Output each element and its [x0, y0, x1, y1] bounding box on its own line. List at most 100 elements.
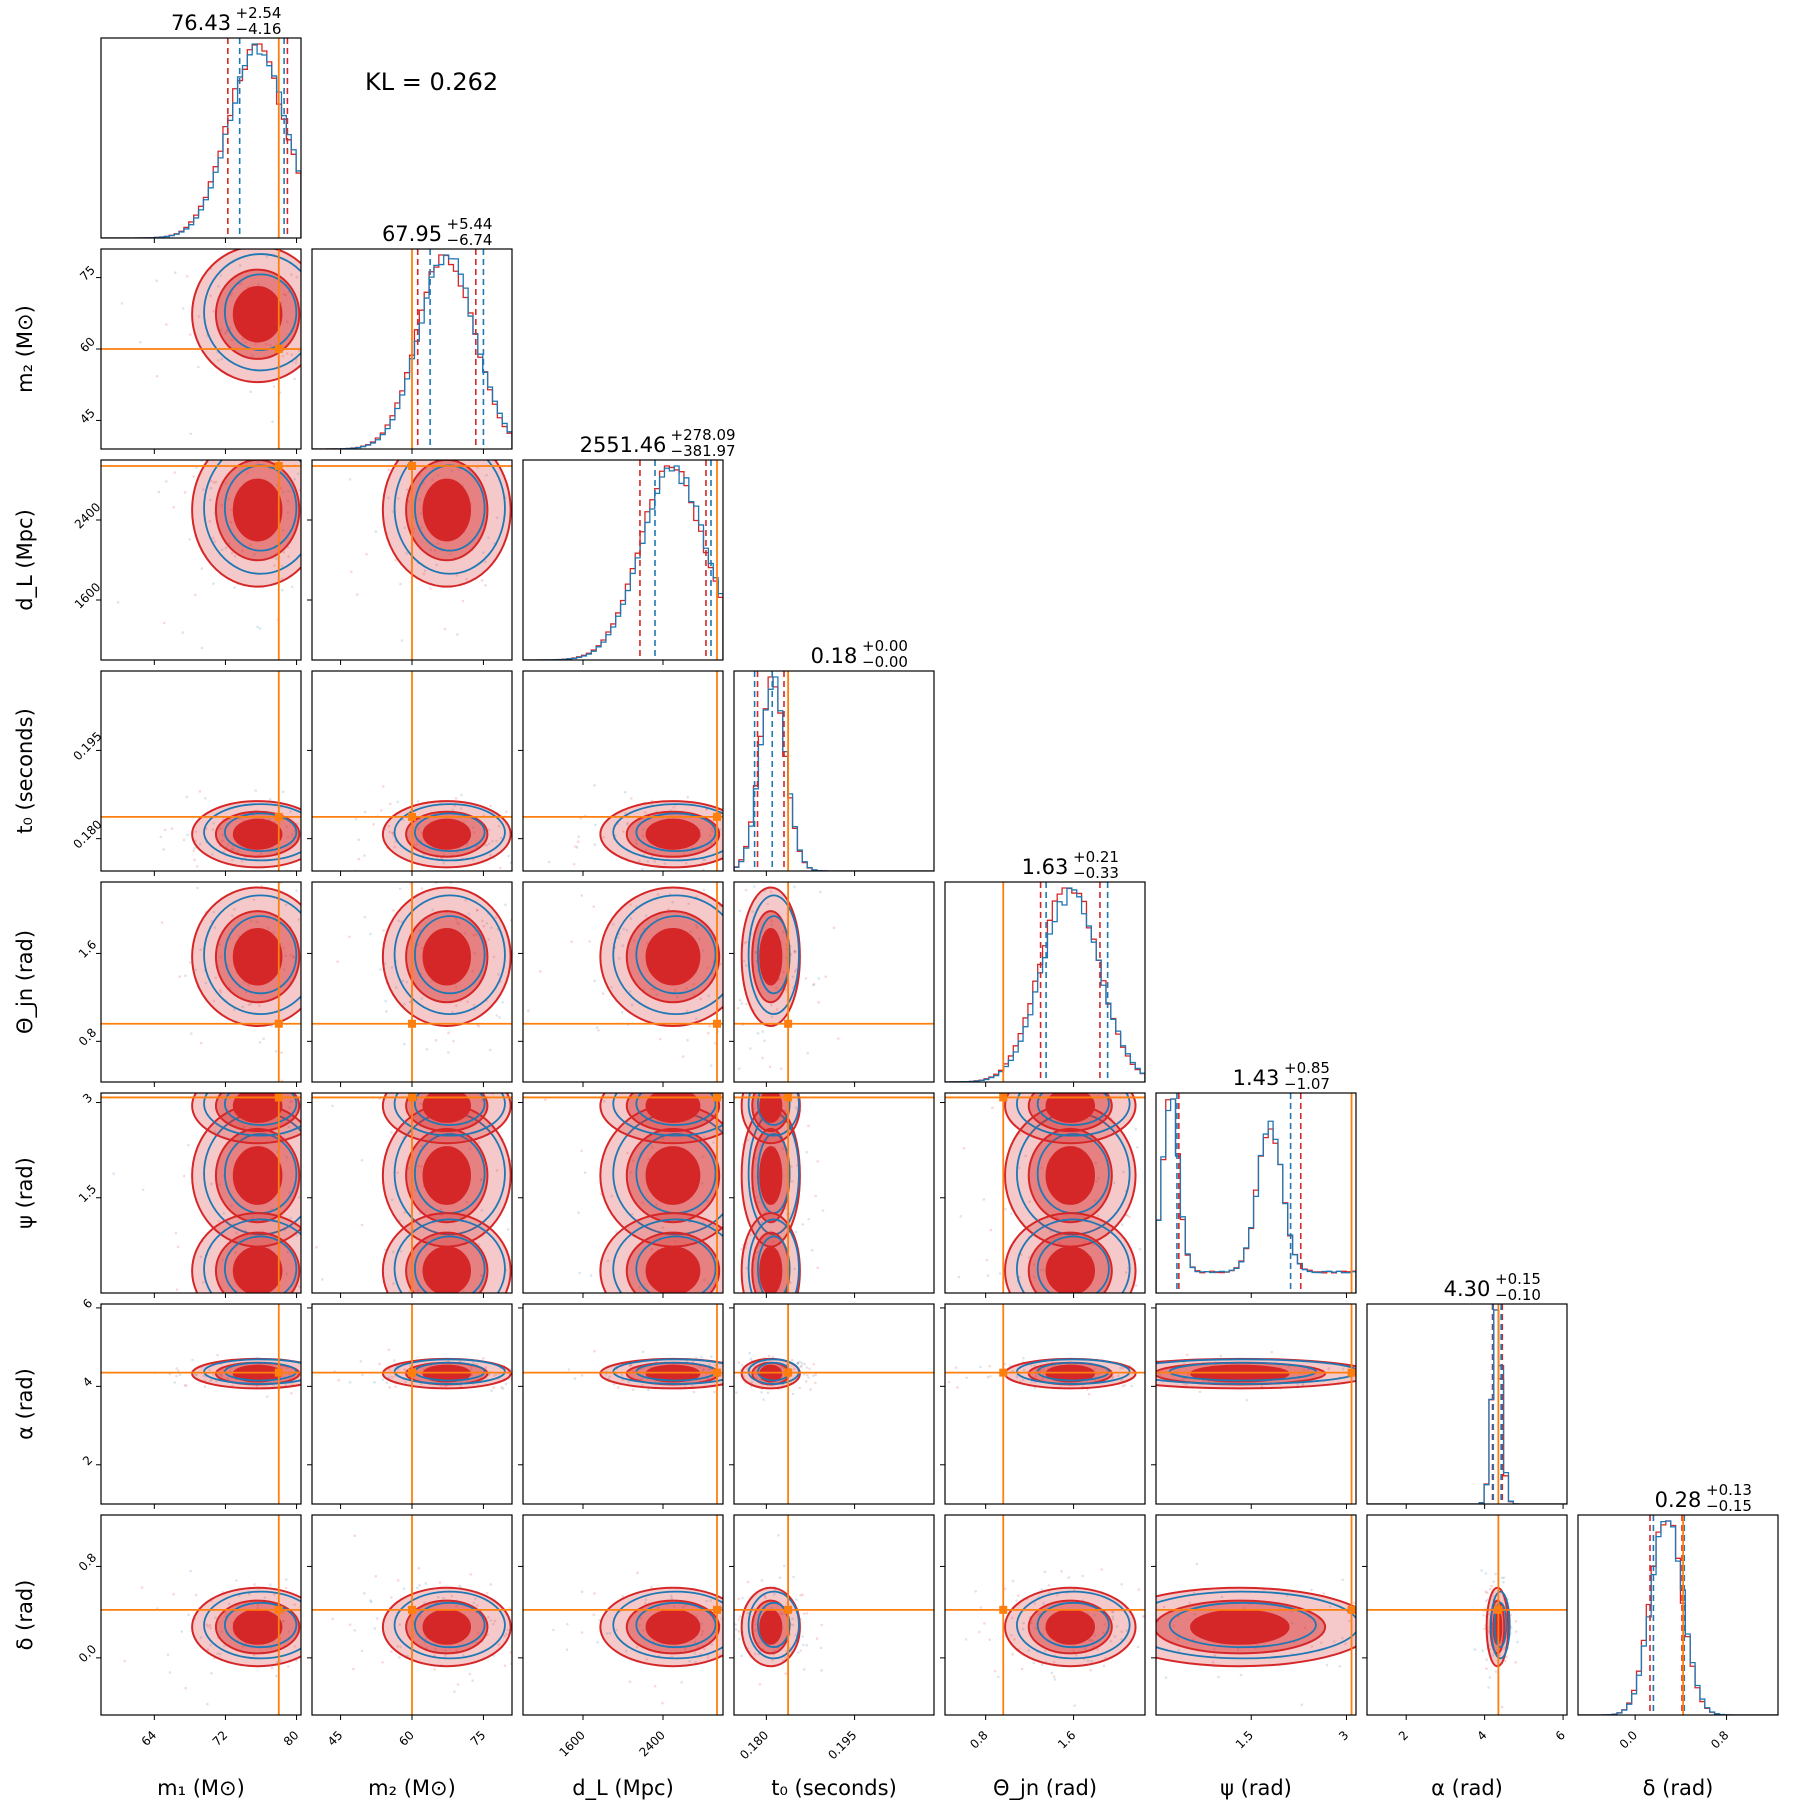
- scatter-point: [422, 572, 426, 576]
- scatter-point: [240, 860, 244, 863]
- scatter-point: [650, 1145, 654, 1149]
- scatter-point: [408, 887, 411, 890]
- scatter-point: [1027, 1457, 1030, 1460]
- scatter-point: [1103, 1623, 1107, 1626]
- scatter-point: [1148, 1640, 1151, 1643]
- scatter-point: [280, 1051, 283, 1054]
- scatter-point: [227, 1602, 231, 1606]
- scatter-point: [474, 1597, 477, 1601]
- scatter-point: [670, 1655, 674, 1659]
- scatter-point: [268, 1583, 272, 1586]
- scatter-point: [442, 1596, 445, 1600]
- y-tick-label: 2400: [72, 500, 103, 531]
- scatter-point: [282, 968, 286, 971]
- scatter-point: [626, 1151, 629, 1155]
- scatter-point: [692, 1390, 696, 1394]
- scatter-point: [272, 385, 276, 388]
- scatter-point: [687, 902, 690, 906]
- scatter-point: [477, 1243, 481, 1246]
- scatter-point: [267, 926, 270, 930]
- scatter-point: [642, 828, 645, 831]
- scatter-point: [1405, 1381, 1408, 1384]
- scatter-point: [254, 343, 257, 346]
- scatter-point: [417, 1164, 420, 1168]
- scatter-point: [387, 496, 390, 500]
- scatter-point: [529, 843, 532, 846]
- contour-filled: [759, 1246, 783, 1293]
- scatter-point: [217, 285, 220, 288]
- scatter-point: [440, 1385, 443, 1388]
- scatter-point: [450, 455, 453, 458]
- scatter-point: [707, 1368, 710, 1371]
- contour-filled: [1045, 1093, 1096, 1123]
- scatter-point: [540, 1642, 543, 1645]
- scatter-point: [403, 1368, 406, 1371]
- scatter-point: [1106, 1680, 1109, 1683]
- scatter-point: [1104, 1656, 1107, 1660]
- scatter-point: [979, 1606, 983, 1609]
- scatter-point: [372, 822, 375, 826]
- scatter-point: [306, 289, 309, 292]
- x-tick-label: 80: [281, 1728, 302, 1749]
- scatter-point: [229, 293, 233, 297]
- title-upper: +278.09: [671, 426, 736, 444]
- scatter-point: [433, 549, 437, 552]
- scatter-point: [504, 903, 507, 907]
- scatter-point: [763, 1306, 766, 1309]
- scatter-point: [390, 1131, 393, 1134]
- scatter-point: [285, 825, 289, 828]
- scatter-point: [314, 1008, 317, 1011]
- scatter-point: [187, 1143, 190, 1147]
- scatter-point: [270, 1666, 274, 1670]
- scatter-point: [1043, 1570, 1047, 1574]
- scatter-point: [423, 1601, 426, 1605]
- scatter-point: [232, 907, 236, 911]
- scatter-point: [807, 1376, 810, 1380]
- scatter-point: [481, 551, 485, 554]
- scatter-point: [357, 1625, 360, 1628]
- scatter-point: [461, 599, 465, 603]
- scatter-point: [790, 1416, 793, 1419]
- scatter-point: [390, 1375, 394, 1379]
- scatter-point: [408, 1364, 412, 1368]
- scatter-point: [567, 1368, 571, 1371]
- scatter-point: [1032, 1035, 1035, 1038]
- scatter-point: [402, 400, 405, 403]
- scatter-point: [1052, 1675, 1056, 1678]
- scatter-point: [484, 1366, 488, 1369]
- scatter-point: [374, 1574, 378, 1578]
- scatter-point: [1120, 1638, 1123, 1641]
- scatter-point: [382, 929, 385, 932]
- scatter-point: [475, 909, 479, 912]
- scatter-point: [802, 1373, 806, 1376]
- scatter-point: [1270, 1350, 1274, 1354]
- scatter-point: [763, 1594, 767, 1598]
- scatter-point: [641, 868, 644, 871]
- scatter-point: [316, 1586, 319, 1589]
- scatter-point: [287, 490, 290, 493]
- scatter-point: [497, 1643, 500, 1647]
- scatter-point: [324, 1613, 327, 1616]
- scatter-point: [348, 478, 352, 481]
- scatter-point: [718, 1653, 721, 1657]
- scatter-point: [209, 294, 212, 298]
- scatter-point: [1483, 1627, 1486, 1631]
- scatter-point: [159, 835, 163, 839]
- scatter-point: [208, 1368, 211, 1372]
- contour-line: [393, 1358, 506, 1385]
- histogram-theta: 1.63 +0.21−0.33: [944, 848, 1146, 1087]
- scatter-point: [755, 1301, 758, 1304]
- scatter-point: [770, 919, 773, 923]
- scatter-point: [746, 1580, 750, 1584]
- scatter-point: [394, 1385, 397, 1388]
- scatter-point: [482, 924, 485, 928]
- scatter-point: [178, 975, 182, 978]
- scatter-point: [495, 1014, 498, 1017]
- scatter-point: [466, 1000, 469, 1004]
- scatter-point: [745, 1002, 748, 1006]
- contour-line: [203, 1218, 301, 1293]
- scatter-point: [335, 909, 338, 912]
- scatter-point: [740, 1144, 743, 1147]
- scatter-point: [793, 785, 796, 788]
- scatter-point: [384, 999, 387, 1003]
